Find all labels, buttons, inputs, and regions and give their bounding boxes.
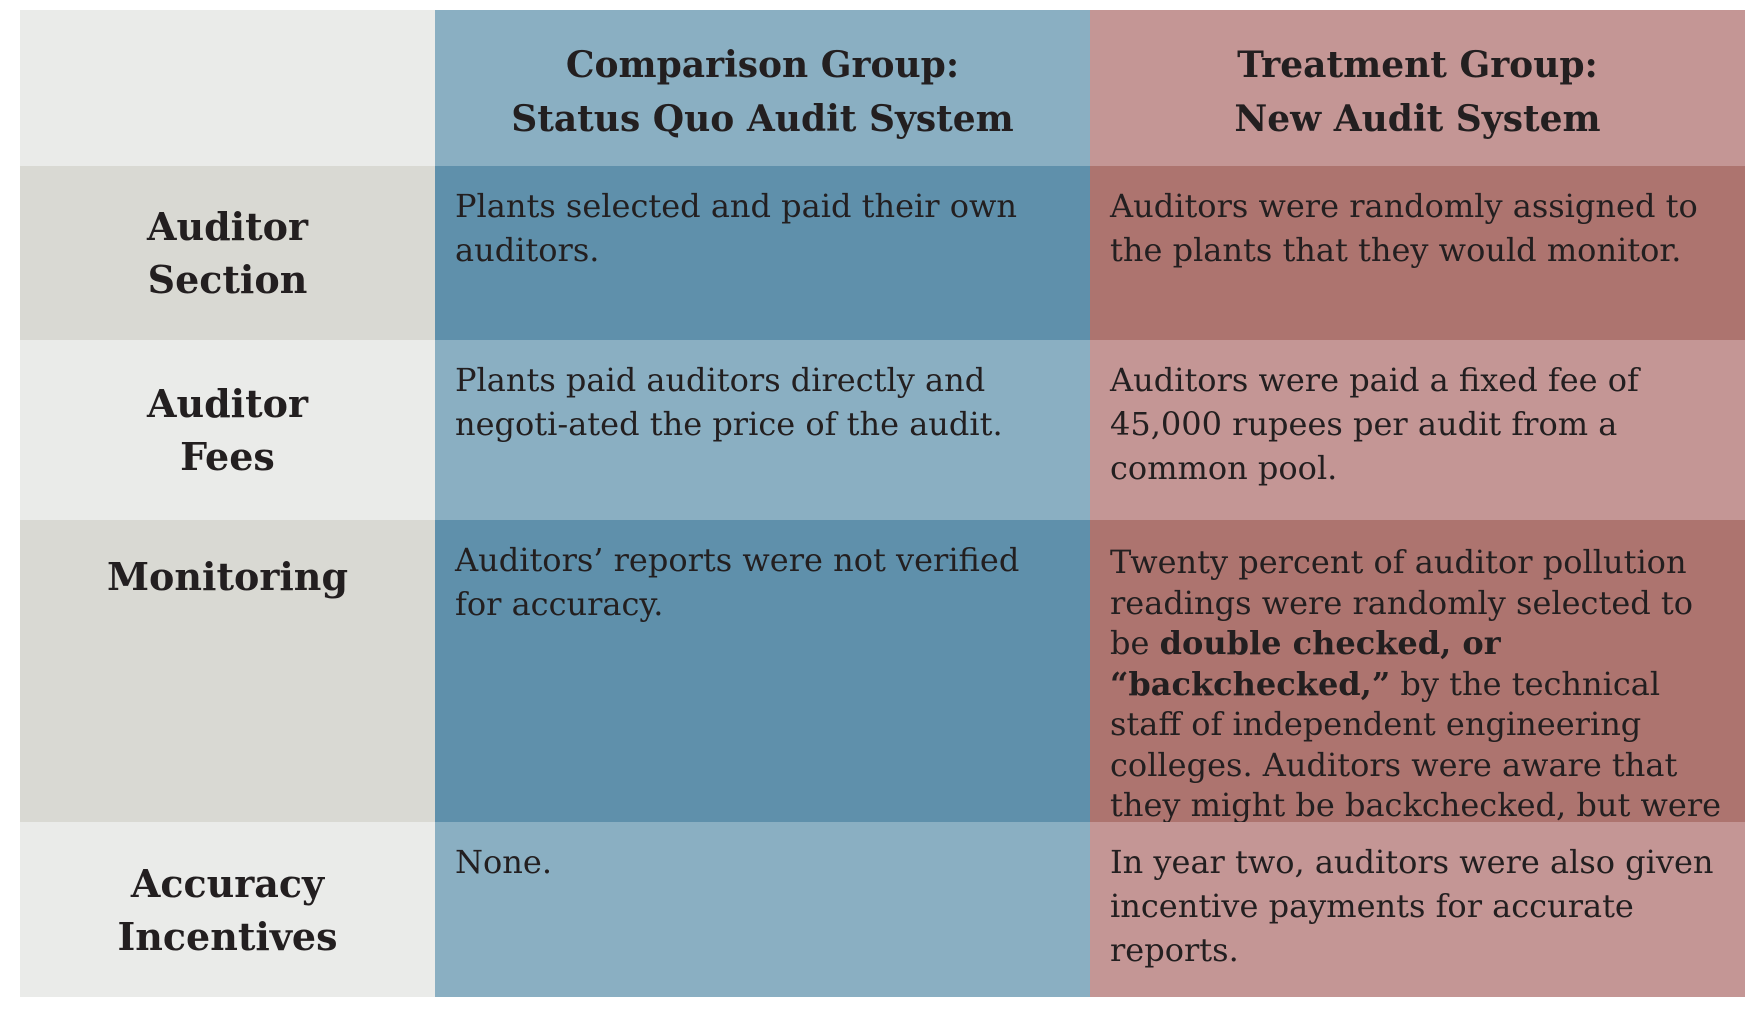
accuracy-incentives-treatment-cell: In year two, auditors were also given in…	[1090, 822, 1745, 997]
monitoring-comparison-cell: Auditors’ reports were not verified for …	[435, 520, 1090, 822]
row-label-line1: Accuracy	[130, 860, 325, 906]
auditor-section-treatment-cell: Auditors were randomly assigned to the p…	[1090, 166, 1745, 340]
row-label-auditor-section: Auditor Section	[20, 166, 435, 340]
auditor-section-comparison-cell: Plants selected and paid their own audit…	[435, 166, 1090, 340]
row-label-line1: Auditor	[146, 381, 309, 426]
row-label-line2: Section	[147, 257, 308, 302]
comparison-group-header: Comparison Group: Status Quo Audit Syste…	[435, 10, 1090, 166]
monitoring-treatment-text-after: by the technical staff of independent en…	[1110, 664, 1722, 823]
row-label-line2: Fees	[180, 434, 275, 479]
row-label-line2: Incentives	[117, 913, 338, 959]
table-corner-cell	[20, 10, 435, 166]
accuracy-incentives-comparison-cell: None.	[435, 822, 1090, 997]
row-label-auditor-fees: Auditor Fees	[20, 340, 435, 520]
comparison-table: Comparison Group: Status Quo Audit Syste…	[20, 10, 1745, 997]
monitoring-treatment-bold-text: double checked, or “backchecked,”	[1110, 624, 1501, 703]
row-label-line1: Auditor	[146, 204, 309, 249]
treatment-group-header: Treatment Group: New Audit System	[1090, 10, 1745, 166]
comparison-header-line1: Comparison Group:	[565, 44, 960, 86]
row-label-monitoring: Monitoring	[20, 520, 435, 822]
comparison-header-line2: Status Quo Audit System	[511, 98, 1014, 140]
monitoring-treatment-text-before: Twenty percent of auditor pollution read…	[1110, 543, 1694, 662]
row-label-line1: Monitoring	[106, 554, 349, 599]
monitoring-treatment-cell: Twenty percent of auditor pollution read…	[1090, 520, 1745, 822]
auditor-fees-treatment-cell: Auditors were paid a fixed fee of 45,000…	[1090, 340, 1745, 520]
treatment-header-line1: Treatment Group:	[1237, 44, 1598, 86]
treatment-header-line2: New Audit System	[1234, 98, 1601, 140]
row-label-accuracy-incentives: Accuracy Incentives	[20, 822, 435, 997]
auditor-fees-comparison-cell: Plants paid auditors directly and negoti…	[435, 340, 1090, 520]
